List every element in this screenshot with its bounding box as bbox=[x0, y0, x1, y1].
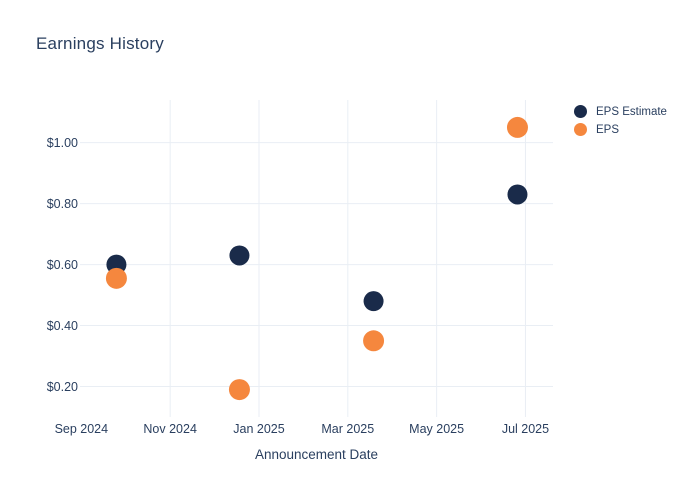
legend: EPS Estimate EPS bbox=[574, 105, 667, 136]
x-tick-label: Jul 2025 bbox=[502, 422, 549, 436]
eps-marker-icon bbox=[574, 123, 587, 136]
point-eps[interactable] bbox=[228, 379, 250, 401]
chart-title: Earnings History bbox=[36, 34, 164, 53]
y-tick-label: $0.80 bbox=[47, 197, 78, 211]
x-tick-label: Sep 2024 bbox=[55, 422, 109, 436]
point-eps[interactable] bbox=[105, 267, 127, 289]
eps-estimate-marker-icon bbox=[574, 105, 587, 118]
legend-label-eps: EPS bbox=[596, 123, 620, 136]
x-tick-label: Jan 2025 bbox=[233, 422, 284, 436]
legend-label-eps-estimate: EPS Estimate bbox=[596, 105, 667, 118]
x-axis-title: Announcement Date bbox=[254, 447, 379, 462]
y-tick-label: $1.00 bbox=[47, 136, 78, 150]
point-eps-estimate[interactable] bbox=[363, 291, 384, 312]
point-eps-estimate[interactable] bbox=[229, 245, 250, 266]
x-tick-label: Mar 2025 bbox=[321, 422, 374, 436]
legend-item-eps[interactable]: EPS bbox=[574, 123, 667, 136]
y-tick-label: $0.20 bbox=[47, 380, 78, 394]
point-eps-estimate[interactable] bbox=[507, 184, 528, 205]
x-tick-label: May 2025 bbox=[409, 422, 464, 436]
x-tick-label: Nov 2024 bbox=[143, 422, 197, 436]
legend-item-eps-estimate[interactable]: EPS Estimate bbox=[574, 105, 667, 118]
y-tick-label: $0.60 bbox=[47, 258, 78, 272]
point-eps[interactable] bbox=[506, 116, 528, 138]
point-eps[interactable] bbox=[363, 330, 385, 352]
y-tick-label: $0.40 bbox=[47, 319, 78, 333]
